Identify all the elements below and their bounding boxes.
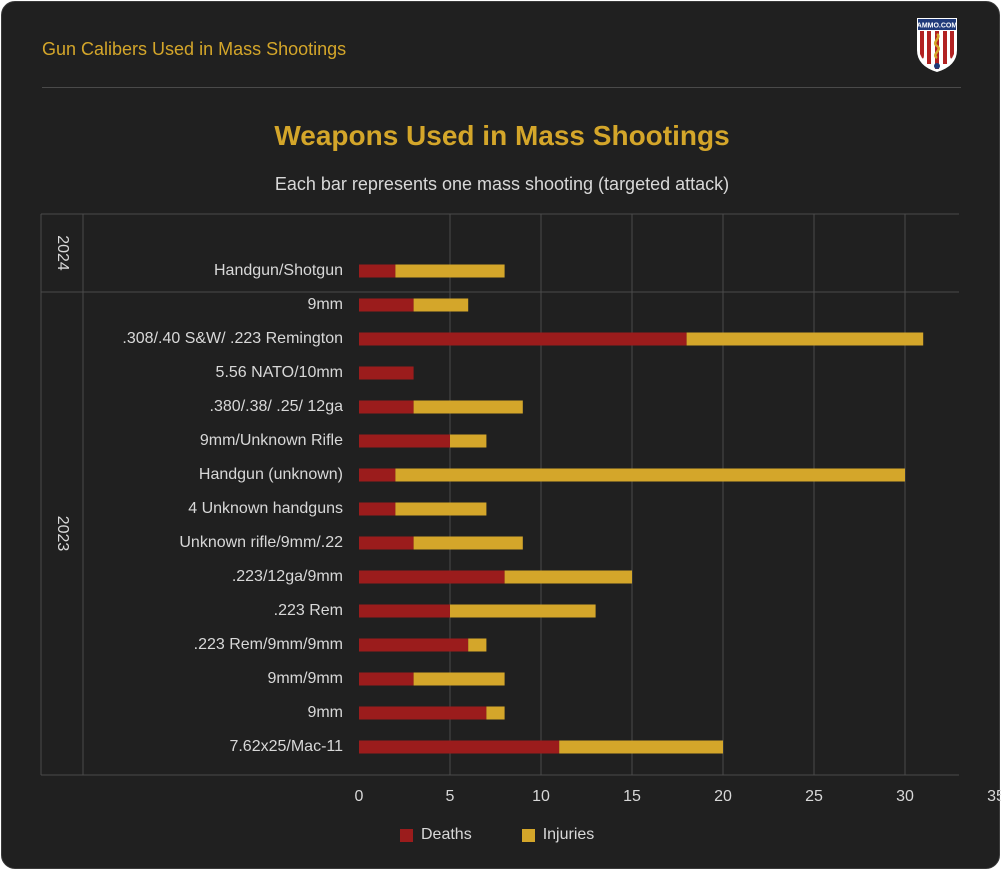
category-label: Handgun (unknown) — [199, 466, 343, 483]
legend-swatch-deaths — [400, 828, 413, 842]
category-label: 9mm — [307, 704, 343, 721]
legend-item-deaths: Deaths — [400, 826, 472, 844]
bar-deaths — [359, 502, 396, 516]
bar-deaths — [359, 672, 414, 686]
legend-label-injuries: Injuries — [542, 826, 595, 843]
bar-deaths — [359, 604, 450, 618]
bar-injuries — [413, 536, 523, 550]
category-label: 7.62x25/Mac-11 — [229, 738, 343, 755]
x-tick-label: 25 — [805, 788, 823, 805]
category-label: 5.56 NATO/10mm — [216, 364, 343, 381]
bar-deaths — [359, 298, 414, 312]
legend-label-deaths: Deaths — [421, 826, 472, 843]
chart-legend: Deaths Injuries — [400, 826, 594, 844]
chart-subtitle: Each bar represents one mass shooting (t… — [274, 174, 730, 194]
bar-injuries — [395, 468, 905, 482]
group-label: 2023 — [54, 516, 71, 552]
category-label: Handgun/Shotgun — [214, 262, 343, 279]
x-tick-label: 10 — [532, 788, 550, 805]
x-tick-label: 20 — [714, 788, 732, 805]
x-tick-label: 35 — [987, 788, 1001, 805]
category-label: 9mm — [307, 296, 343, 313]
bar-deaths — [359, 264, 396, 278]
chart-title: Weapons Used in Mass Shootings — [274, 120, 730, 151]
bar-injuries — [395, 264, 505, 278]
header-divider — [42, 87, 961, 88]
category-label: .223/12ga/9mm — [232, 568, 343, 585]
x-tick-label: 15 — [623, 788, 641, 805]
bar-injuries — [395, 502, 487, 516]
bar-injuries — [559, 740, 723, 754]
bar-injuries — [413, 298, 469, 312]
legend-item-injuries: Injuries — [521, 826, 595, 844]
bar-deaths — [359, 400, 414, 414]
bar-injuries — [413, 672, 505, 686]
category-label: Unknown rifle/9mm/.22 — [179, 534, 343, 551]
svg-text:AMMO.COM: AMMO.COM — [917, 23, 958, 30]
legend-swatch-injuries — [521, 828, 535, 842]
ammo-logo-icon: AMMO.COM — [917, 18, 958, 72]
bar-injuries — [486, 706, 505, 720]
category-label: .308/.40 S&W/ .223 Remington — [122, 330, 343, 347]
bar-injuries — [468, 638, 487, 652]
category-label: .223 Rem/9mm/9mm — [194, 636, 343, 653]
bar-deaths — [359, 740, 560, 754]
bar-deaths — [359, 638, 469, 652]
x-tick-label: 0 — [355, 788, 364, 805]
bar-injuries — [413, 400, 523, 414]
x-tick-label: 5 — [446, 788, 455, 805]
bar-injuries — [450, 604, 596, 618]
bar-deaths — [359, 468, 396, 482]
bar-deaths — [359, 706, 487, 720]
category-label: 9mm/Unknown Rifle — [200, 432, 343, 449]
category-label: .223 Rem — [274, 602, 343, 619]
bar-deaths — [359, 536, 414, 550]
bar-deaths — [359, 434, 450, 448]
bar-injuries — [450, 434, 487, 448]
bar-injuries — [504, 570, 632, 584]
header-title: Gun Calibers Used in Mass Shootings — [42, 39, 347, 59]
group-label: 2024 — [54, 235, 71, 271]
category-label: 4 Unknown handguns — [188, 500, 343, 517]
bar-deaths — [359, 366, 414, 380]
category-label: .380/.38/ .25/ 12ga — [210, 398, 344, 415]
bar-deaths — [359, 570, 505, 584]
bar-deaths — [359, 332, 687, 346]
x-tick-label: 30 — [896, 788, 914, 805]
category-label: 9mm/9mm — [267, 670, 343, 687]
bar-injuries — [686, 332, 924, 346]
